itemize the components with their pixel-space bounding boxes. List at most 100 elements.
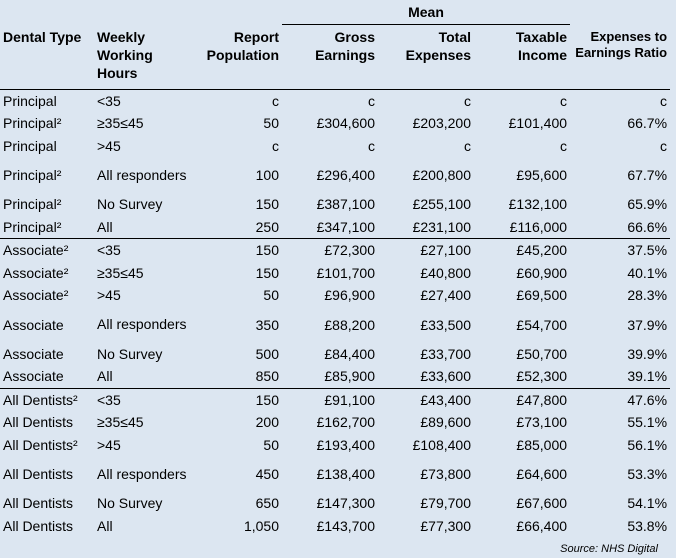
cell-weekly-hours: >45 xyxy=(97,287,121,304)
cell-weekly-hours: All xyxy=(94,365,192,389)
cell-taxable-income: £101,400 xyxy=(508,115,568,132)
cell-total-expenses: £77,300 xyxy=(420,517,471,534)
cell-taxable-income: £64,600 xyxy=(516,466,568,482)
cell-total-expenses: £200,800 xyxy=(412,167,471,183)
table-row: Principal <35 c c c c c xyxy=(0,89,670,112)
cell-taxable-income: £47,800 xyxy=(516,391,568,408)
cell-weekly-hours: >45 xyxy=(97,137,121,154)
cell-report-population: 200 xyxy=(255,414,279,431)
cell-dental-type: Associate² xyxy=(3,242,69,259)
table-body: Principal <35 c c c c c Principal² ≥35≤45 50 £304,… xyxy=(0,89,671,538)
cell-gross-earnings: £91,100 xyxy=(324,391,375,408)
cell-dental-type: Associate² xyxy=(3,287,69,304)
cell-dental-type: Principal xyxy=(3,137,57,154)
cell-report-population: 150 xyxy=(255,391,279,408)
cell-report-population: 150 xyxy=(255,196,279,213)
cell-report-population: 250 xyxy=(192,215,282,239)
cell-expenses-ratio: 53.8% xyxy=(627,517,668,534)
cell-weekly-hours: ≥35≤45 xyxy=(97,115,144,132)
cell-gross-earnings: £387,100 xyxy=(316,196,375,213)
cell-dental-type: Associate xyxy=(3,345,64,362)
cell-gross-earnings: £96,900 xyxy=(324,287,375,304)
cell-dental-type: Associate² xyxy=(3,264,69,281)
cell-weekly-hours: >45 xyxy=(97,436,121,453)
cell-total-expenses: £231,100 xyxy=(378,215,474,239)
table-row: All Dentists All 1,050 £143,700 £77,300 £66,4… xyxy=(0,515,670,538)
cell-gross-earnings: £304,600 xyxy=(316,115,375,132)
cell-weekly-hours: All xyxy=(94,215,192,239)
cell-gross-earnings: £101,700 xyxy=(316,264,375,281)
cell-weekly-hours: No Survey xyxy=(97,495,163,512)
cell-dental-type: Principal² xyxy=(0,215,94,239)
cell-weekly-hours: ≥35≤45 xyxy=(97,414,144,431)
cell-expenses-ratio: 28.3% xyxy=(627,287,668,304)
cell-dental-type: Principal² xyxy=(3,196,62,213)
col-header-gross-earnings: Gross Earnings xyxy=(315,29,375,63)
cell-report-population: 1,050 xyxy=(243,517,279,534)
cell-total-expenses: £203,200 xyxy=(412,115,471,132)
col-header-weekly-hours: Weekly Working Hours xyxy=(97,28,153,81)
table-row: Associate² >45 50 £96,900 £27,400 £69,500 28.3… xyxy=(0,284,670,307)
cell-expenses-ratio: 53.3% xyxy=(627,466,668,482)
cell-expenses-ratio: 55.1% xyxy=(627,414,668,431)
cell-total-expenses: £33,500 xyxy=(420,316,471,333)
cell-taxable-income: £66,400 xyxy=(516,517,568,534)
cell-dental-type: All Dentists² xyxy=(3,436,78,453)
cell-expenses-ratio: 66.6% xyxy=(570,215,671,239)
cell-gross-earnings: £143,700 xyxy=(316,517,375,534)
cell-weekly-hours: No Survey xyxy=(97,345,163,362)
cell-dental-type: Associate xyxy=(3,316,64,333)
cell-expenses-ratio: 40.1% xyxy=(627,264,668,281)
table-row: All Dentists² <35 150 £91,100 £43,400 £47,800… xyxy=(0,388,670,411)
cell-total-expenses: £255,100 xyxy=(412,196,471,213)
table-row: All Dentists² >45 50 £193,400 £108,400 £85,00… xyxy=(0,434,670,457)
cell-gross-earnings: £147,300 xyxy=(316,495,375,512)
cell-weekly-hours: All responders xyxy=(97,316,187,332)
cell-gross-earnings: £84,400 xyxy=(324,345,375,362)
cell-gross-earnings: c xyxy=(368,137,375,154)
cell-report-population: 50 xyxy=(263,287,279,304)
cell-expenses-ratio: c xyxy=(660,92,668,109)
cell-total-expenses: £33,600 xyxy=(378,365,474,389)
cell-total-expenses: £79,700 xyxy=(420,495,471,512)
cell-dental-type: Principal² xyxy=(3,167,62,183)
cell-taxable-income: £45,200 xyxy=(516,242,568,259)
cell-dental-type: Associate xyxy=(0,365,94,389)
cell-report-population: 500 xyxy=(255,345,279,362)
cell-expenses-ratio: 65.9% xyxy=(627,196,668,213)
cell-expenses-ratio: 66.7% xyxy=(627,115,668,132)
cell-expenses-ratio: 47.6% xyxy=(627,391,668,408)
table-row: All Dentists All responders 450 £138,400 £73… xyxy=(0,456,670,492)
column-header-row: Dental Type Weekly Working Hours Report … xyxy=(0,25,671,89)
cell-dental-type: Principal² xyxy=(3,115,62,132)
cell-gross-earnings: £193,400 xyxy=(316,436,375,453)
table-row: Associate² <35 150 £72,300 £27,100 £45,200 37.… xyxy=(0,239,670,262)
cell-weekly-hours: ≥35≤45 xyxy=(97,264,144,281)
cell-expenses-ratio: 39.9% xyxy=(627,345,668,362)
cell-gross-earnings: £162,700 xyxy=(316,414,375,431)
table-row: Principal >45 c c c c c xyxy=(0,135,670,158)
cell-total-expenses: £27,400 xyxy=(420,287,471,304)
col-header-total-expenses: Total Expenses xyxy=(405,29,471,63)
cell-taxable-income: £52,300 xyxy=(474,365,571,389)
cell-report-population: 150 xyxy=(255,242,279,259)
cell-expenses-ratio: c xyxy=(660,137,668,154)
table-row: Principal² All 250 £347,100 £231,100 £116,000… xyxy=(0,215,671,239)
cell-report-population: c xyxy=(272,137,279,154)
cell-taxable-income: £60,900 xyxy=(516,264,568,281)
cell-dental-type: All Dentists xyxy=(3,414,74,431)
col-header-report-population: Report Population xyxy=(206,28,279,63)
cell-expenses-ratio: 54.1% xyxy=(627,495,668,512)
cell-taxable-income: £73,100 xyxy=(516,414,568,431)
cell-total-expenses: £27,100 xyxy=(420,242,471,259)
cell-taxable-income: £132,100 xyxy=(508,196,568,213)
cell-total-expenses: £89,600 xyxy=(420,414,471,431)
cell-report-population: 850 xyxy=(192,365,282,389)
table-row: All Dentists No Survey 650 £147,300 £79,700 £… xyxy=(0,492,670,515)
cell-total-expenses: c xyxy=(464,92,471,109)
header-group-row: Mean xyxy=(0,0,670,25)
cell-total-expenses: £108,400 xyxy=(412,436,471,453)
col-header-taxable-income: Taxable Income xyxy=(515,29,568,63)
table-row: Principal² ≥35≤45 50 £304,600 £203,200 £101,4… xyxy=(0,112,670,135)
cell-weekly-hours: <35 xyxy=(97,242,121,259)
